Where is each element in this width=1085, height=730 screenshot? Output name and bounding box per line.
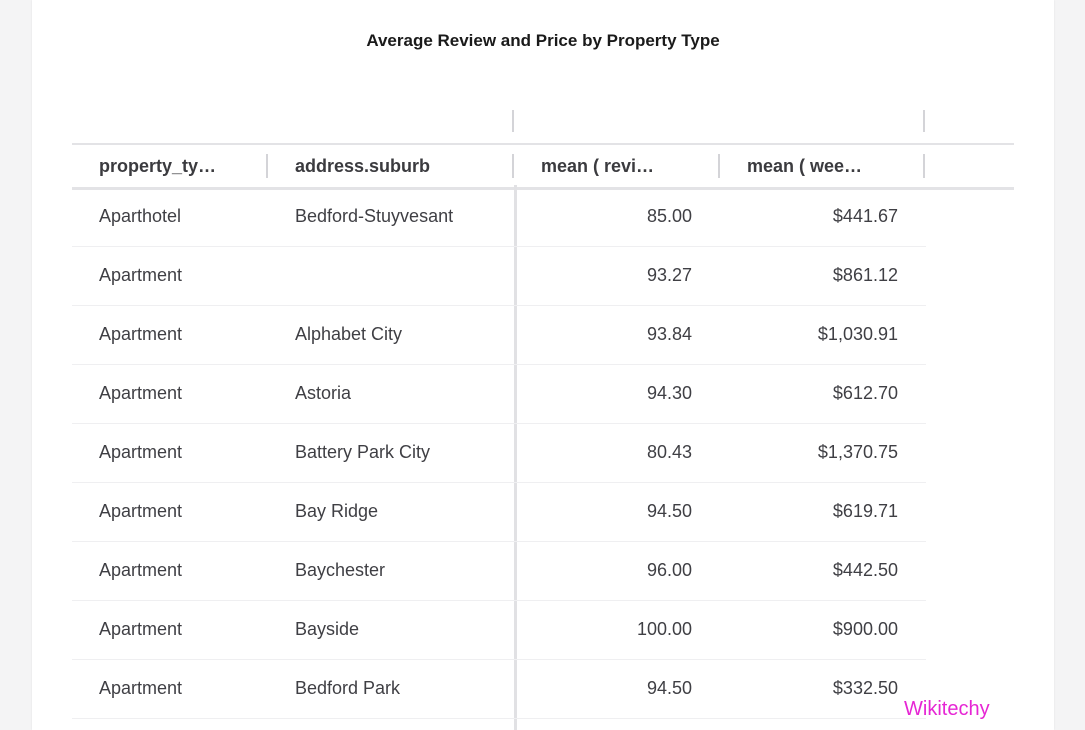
cell-suburb: Bayside (295, 619, 360, 639)
table-header: property_ty… address.suburb mean ( revi…… (72, 143, 1014, 190)
cell-mean-review: 85.00 (646, 206, 692, 226)
cell-mean-review: 80.43 (646, 442, 692, 462)
cell-suburb: Bedford-Stuyvesant (295, 206, 454, 226)
cell-suburb: Bay Ridge (295, 501, 379, 521)
cell-mean-price: $1,370.75 (817, 442, 898, 462)
column-resize-handle[interactable] (718, 154, 720, 178)
table-row[interactable]: Apartment 93.27 $861.12 (72, 247, 926, 306)
column-group-separator[interactable] (512, 110, 514, 132)
cell-property-type: Apartment (99, 324, 183, 344)
watermark: Wikitechy (904, 698, 990, 720)
table-row[interactable]: Aparthotel Bedford-Stuyvesant 85.00 $441… (72, 188, 926, 247)
cell-mean-price: $442.50 (832, 560, 898, 580)
cell-mean-price: $332.50 (832, 678, 898, 698)
cell-mean-price: $612.70 (832, 383, 898, 403)
cell-property-type: Apartment (99, 678, 183, 698)
cell-mean-review: 96.00 (646, 560, 692, 580)
cell-property-type: Aparthotel (99, 206, 182, 226)
cell-mean-review: 94.50 (646, 501, 692, 521)
column-resize-handle[interactable] (512, 154, 514, 178)
cell-property-type: Apartment (99, 442, 183, 462)
column-resize-handle[interactable] (266, 154, 268, 178)
cell-suburb: Astoria (295, 383, 352, 403)
chart-title: Average Review and Price by Property Typ… (366, 31, 720, 50)
cell-mean-review: 94.50 (646, 678, 692, 698)
cell-mean-review: 100.00 (636, 619, 692, 639)
table-body: Aparthotel Bedford-Stuyvesant 85.00 $441… (72, 188, 926, 719)
table-row[interactable]: Apartment Bayside 100.00 $900.00 (72, 601, 926, 660)
cell-mean-price: $1,030.91 (817, 324, 898, 344)
column-header-mean-weekly-price[interactable]: mean ( wee… (747, 156, 863, 176)
table-row[interactable]: Apartment Astoria 94.30 $612.70 (72, 365, 926, 424)
column-group-separator[interactable] (923, 110, 925, 132)
cell-property-type: Apartment (99, 265, 183, 285)
column-group-header (72, 108, 926, 142)
cell-mean-review: 94.30 (646, 383, 692, 403)
table-row[interactable]: Apartment Alphabet City 93.84 $1,030.91 (72, 306, 926, 365)
table-row[interactable]: Apartment Bay Ridge 94.50 $619.71 (72, 483, 926, 542)
column-header-mean-review[interactable]: mean ( revi… (541, 156, 655, 176)
cell-property-type: Apartment (99, 560, 183, 580)
column-header-address-suburb[interactable]: address.suburb (295, 156, 431, 176)
cell-mean-review: 93.27 (646, 265, 692, 285)
cell-mean-price: $900.00 (832, 619, 898, 639)
cell-mean-price: $619.71 (832, 501, 898, 521)
cell-mean-price: $861.12 (832, 265, 898, 285)
table-row[interactable]: Apartment Battery Park City 80.43 $1,370… (72, 424, 926, 483)
chart-card: Average Review and Price by Property Typ… (32, 0, 1054, 730)
cell-property-type: Apartment (99, 383, 183, 403)
cell-suburb: Bedford Park (295, 678, 401, 698)
column-resize-handle[interactable] (923, 154, 925, 178)
cell-suburb: Baychester (295, 560, 386, 580)
table-row[interactable]: Apartment Bedford Park 94.50 $332.50 (72, 660, 926, 719)
cell-property-type: Apartment (99, 501, 183, 521)
cell-mean-price: $441.67 (832, 206, 898, 226)
frozen-column-divider (514, 185, 517, 730)
column-header-property-type[interactable]: property_ty… (99, 156, 217, 176)
cell-suburb: Battery Park City (295, 442, 431, 462)
cell-mean-review: 93.84 (646, 324, 692, 344)
cell-suburb: Alphabet City (295, 324, 403, 344)
table-row[interactable]: Apartment Baychester 96.00 $442.50 (72, 542, 926, 601)
cell-property-type: Apartment (99, 619, 183, 639)
